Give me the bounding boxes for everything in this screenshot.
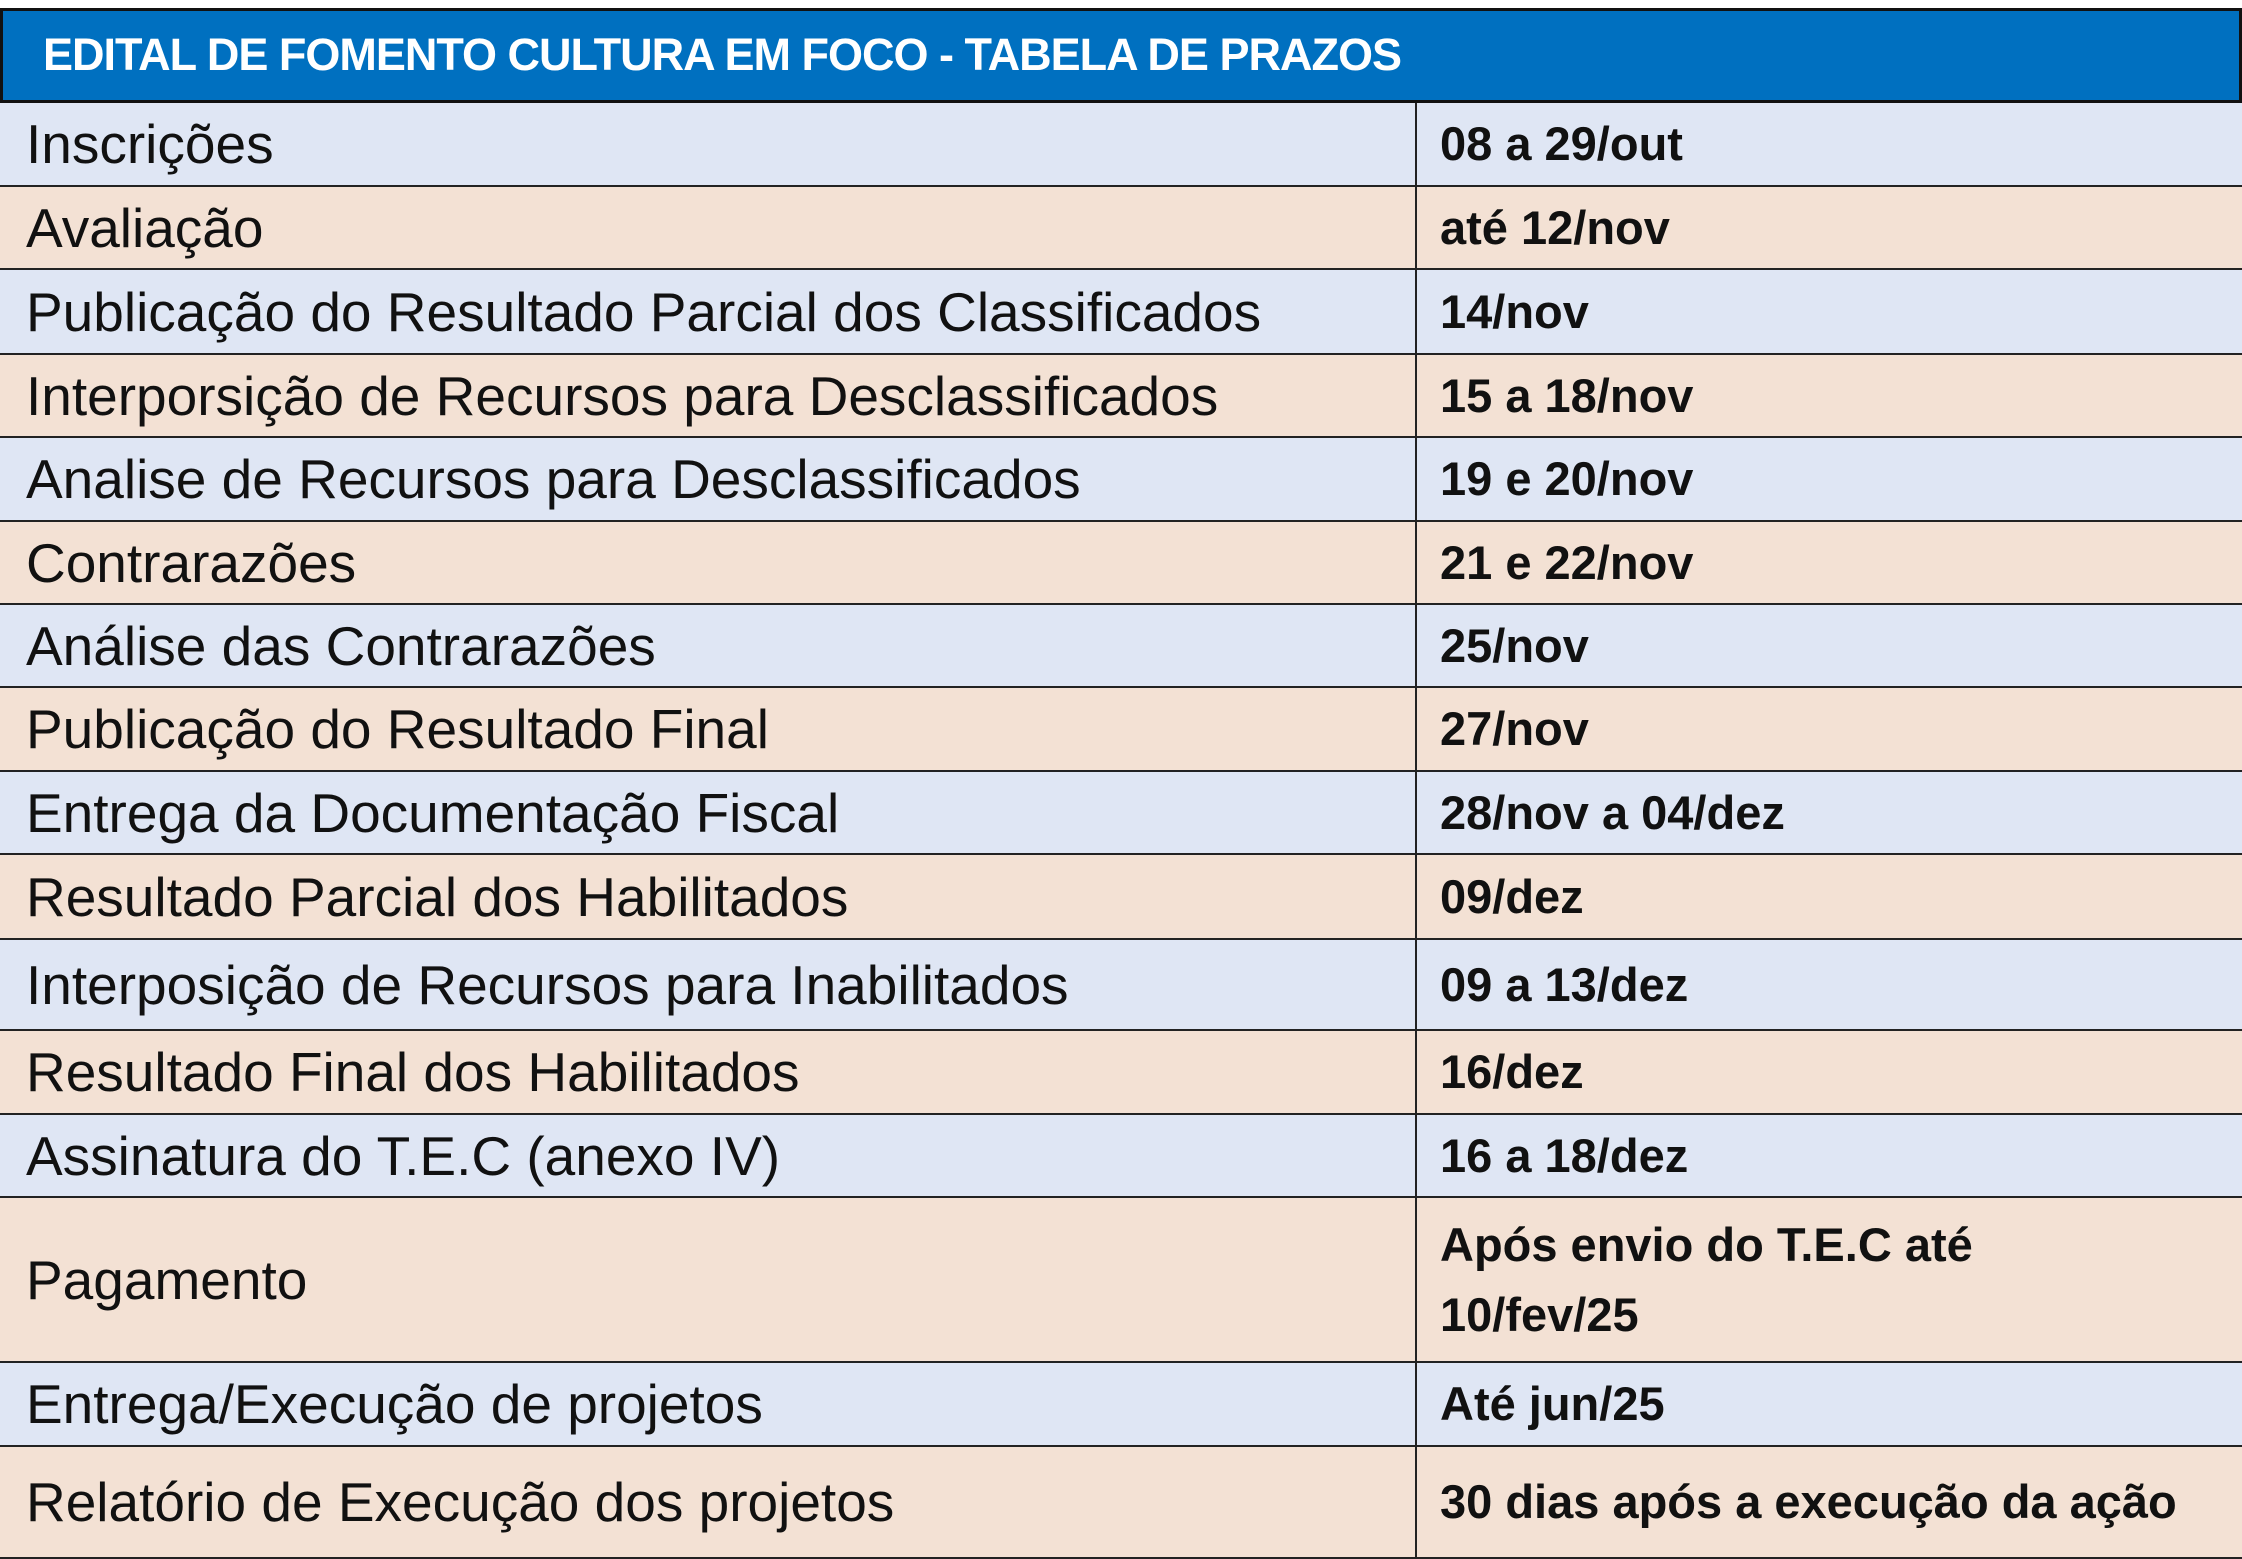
deadline-value: Após envio do T.E.C até 10/fev/25	[1440, 1217, 1973, 1341]
stage-label: Assinatura do T.E.C (anexo IV)	[26, 1124, 781, 1187]
stage-label: Pagamento	[26, 1248, 308, 1311]
deadline-value: Até jun/25	[1440, 1377, 1665, 1430]
deadline-value: 16/dez	[1440, 1045, 1584, 1098]
stage-label: Interposição de Recursos para Inabilitad…	[26, 953, 1069, 1016]
stage-label: Inscrições	[26, 113, 274, 175]
table-row: Publicação do Resultado Final 27/nov	[0, 688, 2242, 772]
table-row: Inscrições 08 a 29/out	[0, 103, 2242, 187]
table-row: Pagamento Após envio do T.E.C até 10/fev/…	[0, 1198, 2242, 1363]
deadline-value: 27/nov	[1440, 702, 1589, 755]
stage-label: Contrarazões	[26, 531, 357, 594]
stage-label: Análise das Contrarazões	[26, 614, 656, 677]
table-row: Publicação do Resultado Parcial dos Clas…	[0, 270, 2242, 355]
table-row: Entrega/Execução de projetos Até jun/25	[0, 1363, 2242, 1447]
deadline-value: 08 a 29/out	[1440, 117, 1683, 170]
stage-label: Relatório de Execução dos projetos	[26, 1471, 895, 1533]
table-row: Interposição de Recursos para Inabilitad…	[0, 940, 2242, 1031]
stage-label: Analise de Recursos para Desclassificado…	[26, 448, 1081, 510]
table-row: Contrarazões 21 e 22/nov	[0, 522, 2242, 605]
deadline-value: até 12/nov	[1440, 200, 1670, 254]
table-row: Interporsição de Recursos para Desclassi…	[0, 355, 2242, 438]
deadline-value: 30 dias após a execução da ação	[1440, 1475, 2177, 1528]
table-row: Resultado Final dos Habilitados 16/dez	[0, 1031, 2242, 1115]
table-row: Entrega da Documentação Fiscal 28/nov a 0…	[0, 772, 2242, 855]
stage-label: Entrega/Execução de projetos	[26, 1373, 763, 1435]
table-row: Análise das Contrarazões 25/nov	[0, 605, 2242, 688]
deadline-value: 19 e 20/nov	[1440, 452, 1694, 505]
deadline-value: 16 a 18/dez	[1440, 1128, 1689, 1182]
stage-label: Entrega da Documentação Fiscal	[26, 781, 840, 844]
stage-label: Interporsição de Recursos para Desclassi…	[26, 364, 1219, 427]
deadline-value: 09 a 13/dez	[1440, 957, 1689, 1011]
table-row: Assinatura do T.E.C (anexo IV) 16 a 18/de…	[0, 1115, 2242, 1198]
table-row: Relatório de Execução dos projetos 30 dia…	[0, 1447, 2242, 1559]
table-row: Avaliação até 12/nov	[0, 187, 2242, 270]
deadline-value: 09/dez	[1440, 869, 1584, 923]
deadline-value: 21 e 22/nov	[1440, 535, 1694, 589]
deadline-value: 28/nov a 04/dez	[1440, 785, 1785, 839]
stage-label: Resultado Final dos Habilitados	[26, 1041, 800, 1103]
stage-label: Publicação do Resultado Parcial dos Clas…	[26, 280, 1262, 343]
deadline-value: 14/nov	[1440, 284, 1589, 338]
stage-label: Publicação do Resultado Final	[26, 698, 769, 760]
table-row: Analise de Recursos para Desclassificado…	[0, 438, 2242, 522]
table-title: EDITAL DE FOMENTO CULTURA EM FOCO - TABE…	[43, 29, 1402, 80]
stage-label: Avaliação	[26, 196, 264, 259]
deadline-value: 15 a 18/nov	[1440, 368, 1694, 422]
table-header: EDITAL DE FOMENTO CULTURA EM FOCO - TABE…	[0, 8, 2242, 103]
table-row: Resultado Parcial dos Habilitados 09/dez	[0, 855, 2242, 940]
stage-label: Resultado Parcial dos Habilitados	[26, 865, 849, 928]
column-divider	[1415, 103, 1417, 1559]
deadline-value: 25/nov	[1440, 618, 1589, 672]
